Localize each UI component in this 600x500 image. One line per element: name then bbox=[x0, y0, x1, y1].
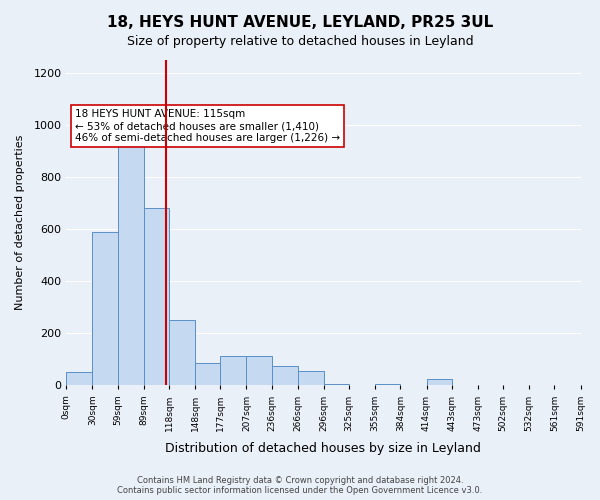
Text: 18 HEYS HUNT AVENUE: 115sqm
← 53% of detached houses are smaller (1,410)
46% of : 18 HEYS HUNT AVENUE: 115sqm ← 53% of det… bbox=[75, 110, 340, 142]
Bar bbox=[247, 356, 272, 386]
Bar bbox=[67, 372, 92, 386]
Bar bbox=[375, 384, 400, 386]
Bar bbox=[92, 232, 118, 386]
Bar bbox=[118, 144, 144, 386]
Bar bbox=[427, 379, 452, 386]
Bar bbox=[169, 320, 195, 386]
Bar bbox=[144, 208, 169, 386]
Bar bbox=[324, 384, 349, 386]
Bar bbox=[220, 356, 247, 386]
Y-axis label: Number of detached properties: Number of detached properties bbox=[15, 135, 25, 310]
X-axis label: Distribution of detached houses by size in Leyland: Distribution of detached houses by size … bbox=[166, 442, 481, 455]
Text: 18, HEYS HUNT AVENUE, LEYLAND, PR25 3UL: 18, HEYS HUNT AVENUE, LEYLAND, PR25 3UL bbox=[107, 15, 493, 30]
Bar bbox=[298, 371, 324, 386]
Bar bbox=[195, 364, 220, 386]
Text: Contains HM Land Registry data © Crown copyright and database right 2024.
Contai: Contains HM Land Registry data © Crown c… bbox=[118, 476, 482, 495]
Bar bbox=[272, 366, 298, 386]
Text: Size of property relative to detached houses in Leyland: Size of property relative to detached ho… bbox=[127, 35, 473, 48]
